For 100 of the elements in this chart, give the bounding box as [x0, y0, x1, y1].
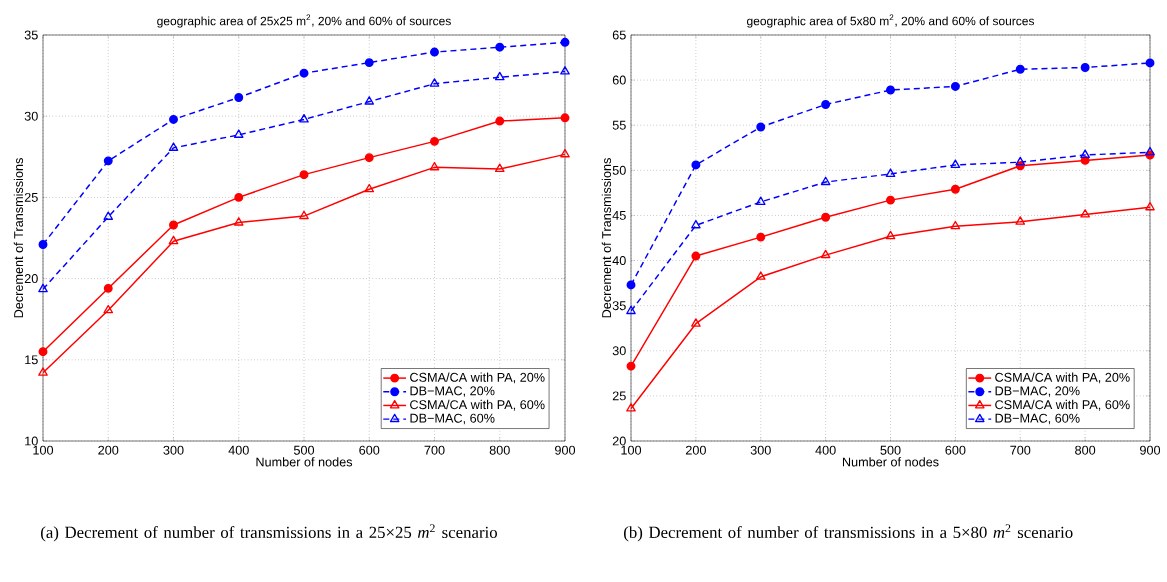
point — [103, 211, 114, 220]
point — [299, 68, 309, 78]
y-tick-label: 60 — [612, 75, 626, 85]
point — [886, 195, 895, 205]
point — [168, 235, 179, 245]
x-tick-label: 900 — [555, 445, 576, 455]
point — [234, 192, 244, 202]
point — [691, 318, 701, 327]
text: (a) Decrement of number of transmissions in a 25×25 m$^{2}$ scenario — [41, 524, 497, 542]
x-tick-label: 500 — [880, 445, 901, 455]
x-tick-label: 700 — [424, 445, 445, 455]
point — [169, 114, 178, 124]
point — [364, 96, 375, 105]
y-tick-label: 45 — [612, 211, 626, 220]
legend-label: CSMA/CA with PA, 60% — [995, 399, 1130, 411]
point — [626, 305, 636, 315]
point — [821, 100, 831, 109]
y-tick-label: 10 — [25, 436, 38, 446]
point — [233, 129, 244, 138]
point — [885, 168, 896, 178]
point — [1080, 63, 1090, 72]
point — [560, 113, 570, 123]
point — [560, 37, 570, 47]
x-tick-label: 200 — [685, 445, 706, 455]
point — [299, 170, 309, 180]
point — [756, 232, 766, 242]
point — [820, 176, 831, 186]
point — [1080, 149, 1090, 159]
point — [691, 219, 701, 229]
x-tick-label: 700 — [1010, 445, 1031, 455]
point — [560, 148, 570, 158]
point — [755, 196, 766, 205]
point — [821, 212, 831, 222]
x-axis-title: Number of nodes — [842, 457, 939, 467]
point — [626, 280, 636, 290]
y-axis-title: Decrement of Transmissions — [13, 158, 24, 318]
point — [364, 58, 374, 68]
point — [494, 163, 505, 173]
point — [495, 116, 505, 126]
point — [1145, 58, 1155, 68]
point — [429, 78, 440, 87]
point — [38, 367, 48, 376]
point — [233, 217, 244, 226]
point — [430, 47, 439, 57]
x-axis-title: Number of nodes — [256, 457, 353, 467]
y-tick-label: 55 — [612, 120, 626, 130]
point — [950, 184, 960, 194]
x-tick-label: 600 — [359, 445, 380, 455]
y-axis-title: Decrement of Transmissions — [601, 158, 612, 318]
point — [626, 403, 636, 412]
legend-label: CSMA/CA with PA, 20% — [410, 372, 545, 384]
point — [234, 93, 244, 102]
chart-title: geographic area of 5x80 m$^{2}$, 20% and 60% of sources — [747, 14, 1035, 28]
x-tick-label: 300 — [750, 445, 771, 455]
point — [886, 85, 895, 95]
point — [691, 251, 701, 261]
y-tick-label: 30 — [612, 346, 626, 356]
x-tick-label: 400 — [228, 445, 249, 455]
point — [364, 153, 374, 163]
y-tick-label: 15 — [25, 355, 38, 365]
y-tick-label: 35 — [612, 301, 626, 311]
point — [429, 161, 440, 171]
y-tick-label: 20 — [612, 436, 626, 446]
x-tick-label: 800 — [489, 445, 510, 455]
legend-label: CSMA/CA with PA, 20% — [995, 372, 1130, 384]
y-tick-label: 25 — [612, 391, 626, 401]
point — [820, 249, 831, 259]
point — [168, 142, 179, 151]
point — [950, 159, 961, 168]
point — [691, 160, 701, 170]
point — [103, 156, 113, 166]
x-tick-label: 400 — [815, 445, 836, 455]
point — [103, 283, 113, 293]
point — [626, 361, 636, 371]
point — [169, 220, 178, 230]
point — [950, 220, 961, 230]
x-tick-label: 900 — [1140, 445, 1161, 455]
point — [950, 81, 960, 91]
point — [430, 136, 439, 146]
x-tick-label: 200 — [98, 445, 119, 455]
point — [299, 210, 309, 220]
point — [1080, 155, 1090, 165]
y-tick-label: 20 — [24, 274, 38, 284]
legend-label: DB−MAC, 20% — [410, 386, 495, 397]
point — [494, 71, 505, 81]
y-tick-label: 40 — [612, 256, 626, 266]
point — [885, 230, 896, 240]
y-tick-label: 50 — [612, 165, 626, 175]
point — [38, 347, 48, 357]
x-tick-label: 600 — [945, 445, 966, 455]
point — [38, 283, 48, 293]
x-tick-label: 100 — [621, 445, 642, 455]
point — [495, 42, 505, 52]
x-tick-label: 300 — [163, 445, 184, 455]
point — [299, 113, 309, 123]
legend-label: DB−MAC, 60% — [995, 413, 1080, 425]
point — [1015, 64, 1025, 74]
point — [364, 183, 375, 193]
legend-label: CSMA/CA with PA, 60% — [410, 399, 545, 411]
y-tick-label: 35 — [24, 30, 38, 40]
